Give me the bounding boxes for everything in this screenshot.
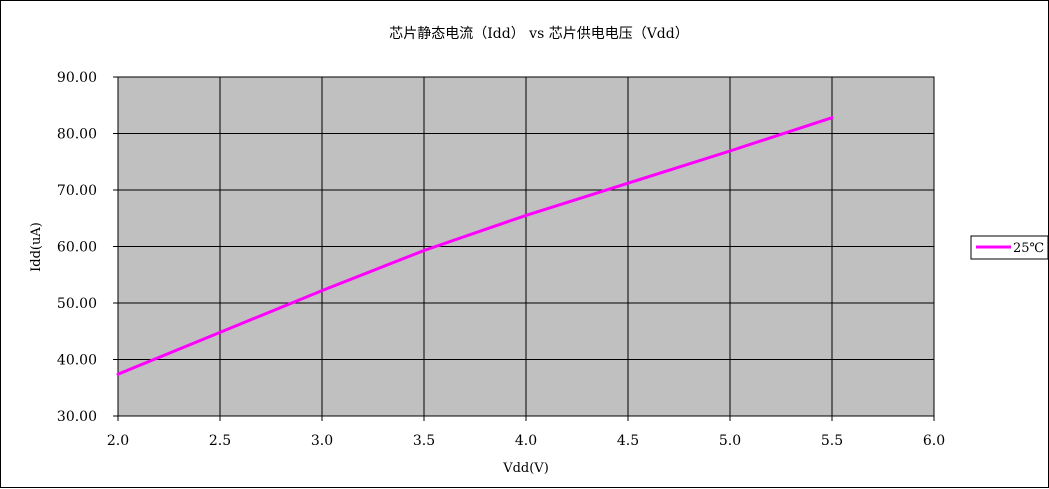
y-tick-label: 40.00 bbox=[57, 353, 97, 369]
data-point bbox=[728, 149, 732, 153]
x-tick-label: 6.0 bbox=[923, 433, 945, 449]
data-point bbox=[626, 182, 630, 185]
y-tick-label: 90.00 bbox=[57, 70, 97, 86]
x-tick-label: 5.0 bbox=[719, 433, 741, 449]
y-axis-label: Idd(uA) bbox=[29, 222, 44, 272]
chart-title: 芯片静态电流（Idd） vs 芯片供电电压（Vdd） bbox=[389, 26, 688, 42]
x-tick-label: 4.5 bbox=[617, 433, 639, 449]
y-tick-label: 70.00 bbox=[57, 183, 97, 199]
y-tick-label: 80.00 bbox=[57, 127, 97, 143]
data-point bbox=[218, 331, 222, 334]
series-line bbox=[116, 116, 834, 376]
y-tick-label: 30.00 bbox=[57, 409, 97, 425]
legend: 25℃ bbox=[970, 235, 1049, 260]
legend-label: 25℃ bbox=[1013, 241, 1044, 256]
tick-labels: 2.0 2.5 3.0 3.5 4.0 4.5 5.0 5.5 6.0 30.00 40.00 50.… bbox=[57, 70, 945, 449]
x-tick-label: 3.0 bbox=[311, 433, 333, 449]
grid-lines bbox=[113, 76, 935, 421]
data-point bbox=[116, 372, 120, 376]
x-axis-label: Vdd(V) bbox=[502, 461, 549, 476]
x-tick-label: 3.5 bbox=[413, 433, 435, 449]
x-tick-label: 2.0 bbox=[107, 433, 129, 449]
x-tick-label: 4.0 bbox=[515, 433, 537, 449]
data-point bbox=[320, 289, 324, 292]
x-tick-label: 5.5 bbox=[821, 433, 843, 449]
data-point bbox=[830, 116, 834, 119]
x-tick-label: 2.5 bbox=[209, 433, 231, 449]
data-point bbox=[422, 249, 426, 252]
series-layer bbox=[116, 116, 834, 376]
data-point bbox=[524, 214, 528, 217]
y-tick-label: 50.00 bbox=[57, 296, 97, 312]
y-tick-label: 60.00 bbox=[57, 240, 97, 256]
